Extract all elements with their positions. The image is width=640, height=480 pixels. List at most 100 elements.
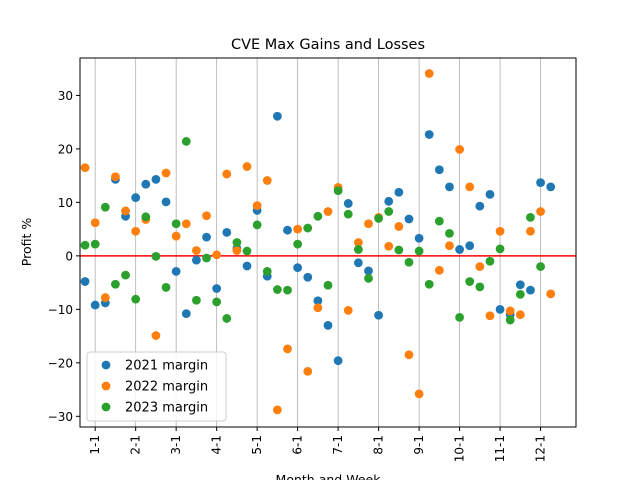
data-point (465, 277, 475, 286)
data-point (485, 256, 495, 266)
data-point (222, 227, 232, 237)
x-axis-ticks: 1-1 2-1 3-1 4-1 5-1 6-1 7-1 8-1 9-1 10-1 11-1 12-1 (88, 427, 548, 462)
data-point (212, 284, 222, 293)
data-point (283, 344, 292, 354)
data-point (374, 214, 384, 223)
legend-label: 2022 margin (125, 380, 208, 395)
data-point (455, 312, 464, 322)
data-point (505, 306, 515, 316)
data-point (465, 182, 475, 192)
data-point (364, 219, 373, 229)
y-tick-label: 20 (58, 142, 73, 156)
data-point (272, 405, 282, 415)
data-point (212, 297, 222, 307)
data-point (90, 300, 100, 310)
data-point (151, 252, 161, 261)
data-point (313, 211, 323, 221)
x-tick-label: 7-1 (331, 435, 345, 455)
data-point (242, 261, 252, 271)
data-point (475, 282, 485, 292)
data-point (293, 224, 303, 234)
y-axis-ticks: −30 −20 −10 0 10 20 30 (48, 89, 80, 424)
data-point (546, 289, 556, 299)
y-tick-label: 0 (65, 249, 73, 263)
data-point (141, 212, 151, 222)
x-tick-label: 6-1 (291, 435, 305, 455)
data-point (515, 289, 525, 299)
data-point (161, 197, 171, 207)
data-point (323, 320, 333, 330)
data-point (434, 216, 444, 226)
data-point (485, 189, 495, 199)
data-point (202, 211, 211, 221)
data-point (192, 255, 201, 265)
data-point (222, 169, 232, 179)
chart-title: CVE Max Gains and Losses (231, 37, 425, 53)
data-point (323, 207, 333, 216)
legend-box (86, 351, 227, 422)
data-point (536, 262, 545, 271)
y-tick-label: 30 (58, 89, 73, 103)
y-tick-label: 10 (58, 196, 73, 210)
data-point (100, 202, 110, 212)
data-point (303, 366, 313, 376)
data-point (161, 168, 171, 178)
data-point (495, 304, 505, 314)
data-point (202, 253, 211, 263)
data-point (434, 165, 444, 175)
data-point (303, 272, 313, 282)
data-point (303, 223, 313, 233)
data-point (384, 196, 394, 206)
data-point (465, 241, 475, 251)
data-point (515, 280, 525, 290)
legend-label: 2023 margin (125, 401, 208, 416)
data-point (414, 246, 424, 256)
data-point (414, 233, 424, 243)
data-point (404, 214, 414, 224)
x-tick-label: 4-1 (210, 435, 224, 455)
data-point (202, 232, 211, 242)
data-point (121, 206, 130, 216)
x-tick-label: 11-1 (493, 435, 507, 462)
data-point (455, 245, 464, 254)
data-point (343, 199, 353, 208)
data-point (526, 226, 535, 236)
data-point (475, 201, 485, 211)
data-points (80, 69, 556, 415)
x-tick-label: 8-1 (372, 435, 386, 455)
data-point (546, 182, 556, 192)
data-point (222, 314, 232, 323)
data-point (161, 283, 171, 292)
data-point (505, 315, 515, 325)
x-tick-label: 12-1 (534, 435, 548, 462)
y-axis-label: Profit % (19, 218, 34, 267)
data-point (181, 219, 191, 229)
data-point (111, 279, 120, 289)
data-point (272, 285, 282, 294)
data-point (181, 309, 191, 319)
legend-marker (101, 360, 111, 370)
plot-frame (79, 57, 577, 428)
data-point (262, 266, 272, 276)
data-point (333, 356, 343, 366)
data-point (353, 258, 363, 268)
data-point (171, 219, 181, 229)
data-point (515, 310, 525, 320)
data-point (283, 225, 292, 235)
legend-label: 2021 margin (125, 359, 208, 374)
data-point (100, 293, 110, 302)
data-point (90, 218, 100, 228)
data-point (313, 303, 323, 313)
data-point (526, 212, 535, 222)
data-point (151, 331, 161, 340)
data-point (394, 187, 404, 197)
data-point (313, 296, 323, 306)
y-tick-label: −30 (48, 410, 73, 424)
data-point (242, 162, 252, 171)
data-point (171, 231, 181, 241)
data-point (131, 294, 141, 304)
data-point (374, 310, 384, 320)
data-point (536, 207, 545, 216)
data-point (293, 239, 303, 249)
